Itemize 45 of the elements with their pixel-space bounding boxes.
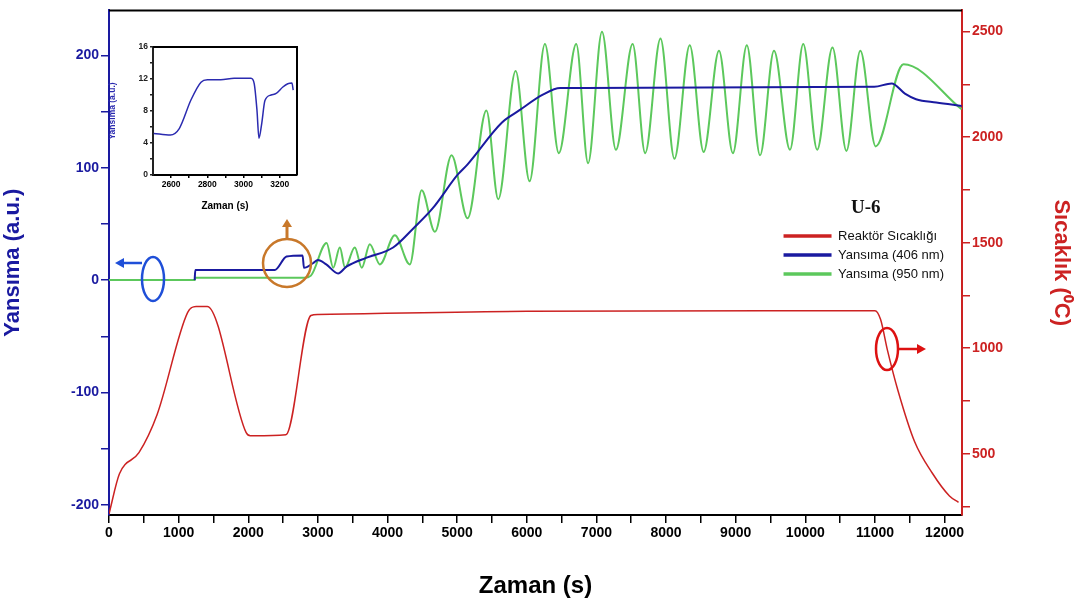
x-tick-label: 10000 <box>785 524 825 541</box>
x-axis-title: Zaman (s) <box>201 199 249 211</box>
y2-tick-label: 2500 <box>972 22 1004 39</box>
legend-title: U-6 <box>850 196 881 218</box>
x-tick-label: 3200 <box>270 179 290 190</box>
y-tick-label: 4 <box>143 137 149 148</box>
x-tick-label: 6000 <box>511 524 543 541</box>
legend-label: Reaktör Sıcaklığı <box>838 227 938 243</box>
legend-label: Yansıma (406 nm) <box>838 246 944 262</box>
x-tick-label: 2600 <box>161 179 181 190</box>
y-tick-label: 16 <box>138 41 149 52</box>
x-tick-label: 12000 <box>925 524 965 541</box>
line-series <box>109 305 960 515</box>
x-tick-label: 8000 <box>650 524 682 541</box>
line-series <box>109 30 962 282</box>
x-tick-label: 2800 <box>197 179 218 190</box>
y2-axis-title: Sıcaklık (⁰C) <box>1049 199 1074 326</box>
x-axis-title: Zaman (s) <box>478 571 593 599</box>
x-tick-label: 11000 <box>855 524 895 541</box>
legend-label: Yansıma (950 nm) <box>838 265 944 281</box>
y-tick-label: 12 <box>138 73 149 84</box>
x-tick-label: 0 <box>105 524 114 541</box>
y-axis-title: Yansıma (a.u.) <box>107 82 118 140</box>
x-tick-label: 2000 <box>232 524 265 541</box>
y-tick-label: -200 <box>70 495 100 512</box>
x-tick-label: 9000 <box>720 524 752 541</box>
line-series <box>153 77 294 139</box>
y2-tick-label: 2000 <box>972 127 1004 144</box>
x-tick-label: 5000 <box>441 524 473 541</box>
y-tick-label: 100 <box>75 158 100 175</box>
y2-tick-label: 1000 <box>972 339 1004 356</box>
y2-tick-label: 500 <box>972 444 996 461</box>
y2-tick-label: 1500 <box>972 233 1004 250</box>
x-tick-label: 1000 <box>163 524 195 541</box>
line-series <box>193 82 962 282</box>
x-tick-label: 3000 <box>302 524 334 541</box>
x-tick-label: 3000 <box>234 179 254 190</box>
y-tick-label: 0 <box>91 270 100 287</box>
y-tick-label: 8 <box>143 105 149 116</box>
x-tick-label: 7000 <box>580 524 613 541</box>
y-tick-label: 200 <box>75 46 100 63</box>
y-tick-label: 0 <box>143 169 149 180</box>
y-axis-title: Yansıma (a.u.) <box>0 188 25 337</box>
y-tick-label: -100 <box>70 383 100 400</box>
x-tick-label: 4000 <box>371 524 404 541</box>
